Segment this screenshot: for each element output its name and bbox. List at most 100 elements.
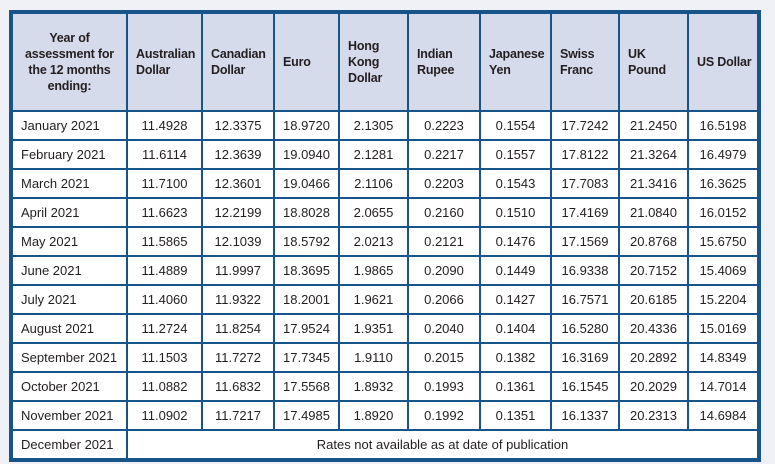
rate-cell: 19.0466 (273, 168, 340, 199)
rate-cell: 1.8932 (338, 371, 409, 402)
column-header-2: Canadian Dollar (201, 11, 275, 112)
rate-cell: 21.3416 (618, 168, 689, 199)
column-header-9: US Dollar (687, 11, 760, 112)
rate-cell: 11.4928 (126, 110, 203, 141)
rate-cell: 18.5792 (273, 226, 340, 257)
month-cell: July 2021 (10, 284, 128, 315)
column-header-7: Swiss Franc (550, 11, 620, 112)
rate-cell: 0.2015 (407, 342, 481, 373)
rate-cell: 0.1543 (479, 168, 552, 199)
rate-cell: 16.0152 (687, 197, 760, 228)
month-cell: September 2021 (10, 342, 128, 373)
rate-cell: 11.2724 (126, 313, 203, 344)
rate-cell: 16.3169 (550, 342, 620, 373)
table-row: March 2021 11.7100 12.3601 19.0466 2.1106 0.2… (10, 168, 760, 199)
rate-cell: 14.8349 (687, 342, 760, 373)
table-row: April 2021 11.6623 12.2199 18.8028 2.0655 0.2… (10, 197, 760, 228)
rate-cell: 0.2090 (407, 255, 481, 286)
rate-cell: 2.1106 (338, 168, 409, 199)
rate-cell: 1.9621 (338, 284, 409, 315)
rate-cell: 1.9110 (338, 342, 409, 373)
month-cell: February 2021 (10, 139, 128, 170)
month-cell: November 2021 (10, 400, 128, 431)
rate-cell: 0.2121 (407, 226, 481, 257)
rate-cell: 18.2001 (273, 284, 340, 315)
rate-cell: 12.1039 (201, 226, 275, 257)
table-row: May 2021 11.5865 12.1039 18.5792 2.0213 0.212… (10, 226, 760, 257)
rate-cell: 12.2199 (201, 197, 275, 228)
rate-cell: 0.1476 (479, 226, 552, 257)
column-header-1: Australian Dollar (126, 11, 203, 112)
table-footer-row: December 2021 Rates not available as at d… (10, 429, 760, 461)
rate-cell: 0.1361 (479, 371, 552, 402)
column-header-4: Hong Kong Dollar (338, 11, 409, 112)
column-header-5: Indian Rupee (407, 11, 481, 112)
rate-cell: 11.9997 (201, 255, 275, 286)
rate-cell: 15.2204 (687, 284, 760, 315)
exchange-rates-table: Year of assessment for the 12 months end… (9, 10, 761, 462)
rate-cell: 11.9322 (201, 284, 275, 315)
rate-cell: 0.2160 (407, 197, 481, 228)
rate-cell: 11.0882 (126, 371, 203, 402)
table-header-row: Year of assessment for the 12 months end… (10, 11, 760, 112)
rate-cell: 17.5568 (273, 371, 340, 402)
rate-cell: 17.7345 (273, 342, 340, 373)
rate-cell: 20.2029 (618, 371, 689, 402)
rate-cell: 2.1281 (338, 139, 409, 170)
rate-cell: 1.9865 (338, 255, 409, 286)
rate-cell: 0.1554 (479, 110, 552, 141)
rate-cell: 17.7083 (550, 168, 620, 199)
rate-cell: 12.3639 (201, 139, 275, 170)
rate-cell: 16.5198 (687, 110, 760, 141)
table-row: September 2021 11.1503 11.7272 17.7345 1.911… (10, 342, 760, 373)
table-row: January 2021 11.4928 12.3375 18.9720 2.1305 0… (10, 110, 760, 141)
rate-cell: 21.3264 (618, 139, 689, 170)
rate-cell: 2.0213 (338, 226, 409, 257)
rate-cell: 11.4889 (126, 255, 203, 286)
rate-cell: 18.9720 (273, 110, 340, 141)
rate-cell: 17.1569 (550, 226, 620, 257)
column-header-3: Euro (273, 11, 340, 112)
column-header-8: UK Pound (618, 11, 689, 112)
rate-cell: 0.1510 (479, 197, 552, 228)
rate-cell: 16.4979 (687, 139, 760, 170)
table-row: February 2021 11.6114 12.3639 19.0940 2.1281… (10, 139, 760, 170)
rates-unavailable-note: Rates not available as at date of public… (126, 429, 760, 461)
rate-cell: 11.6832 (201, 371, 275, 402)
rate-cell: 0.2223 (407, 110, 481, 141)
rate-cell: 16.5280 (550, 313, 620, 344)
rate-cell: 1.9351 (338, 313, 409, 344)
rate-cell: 2.0655 (338, 197, 409, 228)
rate-cell: 0.1449 (479, 255, 552, 286)
rate-cell: 21.2450 (618, 110, 689, 141)
table-row: July 2021 11.4060 11.9322 18.2001 1.9621 0.20… (10, 284, 760, 315)
rate-cell: 20.4336 (618, 313, 689, 344)
rate-cell: 16.3625 (687, 168, 760, 199)
rate-cell: 11.5865 (126, 226, 203, 257)
rate-cell: 20.2892 (618, 342, 689, 373)
rate-cell: 20.8768 (618, 226, 689, 257)
column-header-0: Year of assessment for the 12 months end… (10, 11, 128, 112)
table-row: October 2021 11.0882 11.6832 17.5568 1.8932 0… (10, 371, 760, 402)
rate-cell: 0.1351 (479, 400, 552, 431)
rate-cell: 11.7272 (201, 342, 275, 373)
rate-cell: 15.4069 (687, 255, 760, 286)
rate-cell: 14.6984 (687, 400, 760, 431)
rate-cell: 12.3601 (201, 168, 275, 199)
column-header-6: Japanese Yen (479, 11, 552, 112)
rate-cell: 18.8028 (273, 197, 340, 228)
rate-cell: 11.7217 (201, 400, 275, 431)
table-row: November 2021 11.0902 11.7217 17.4985 1.8920… (10, 400, 760, 431)
rate-cell: 15.6750 (687, 226, 760, 257)
month-cell: October 2021 (10, 371, 128, 402)
table-row: June 2021 11.4889 11.9997 18.3695 1.9865 0.20… (10, 255, 760, 286)
month-cell: May 2021 (10, 226, 128, 257)
rate-cell: 20.6185 (618, 284, 689, 315)
rate-cell: 11.8254 (201, 313, 275, 344)
rate-cell: 20.2313 (618, 400, 689, 431)
rate-cell: 15.0169 (687, 313, 760, 344)
rate-cell: 17.8122 (550, 139, 620, 170)
month-cell: August 2021 (10, 313, 128, 344)
rate-cell: 0.1992 (407, 400, 481, 431)
